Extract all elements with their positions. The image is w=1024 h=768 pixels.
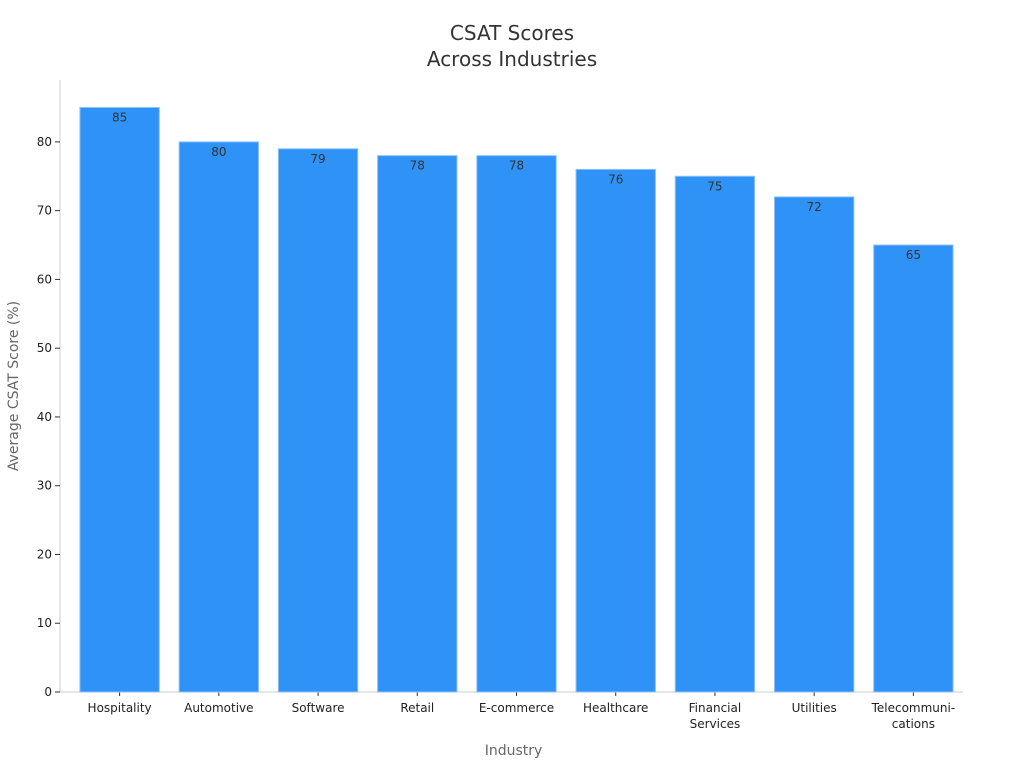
x-tick-label: Telecommuni-cations [871,701,956,731]
x-tick-label: E-commerce [479,701,554,715]
y-tick-label: 80 [37,135,52,149]
bar [773,196,855,693]
bar [873,244,954,693]
y-tick-label: 70 [37,204,52,218]
data-label: 72 [807,200,822,214]
bar [277,148,359,693]
bars [79,107,954,693]
x-tick-label: Financial Services [689,701,742,731]
bar [377,155,458,693]
x-tick-label: Healthcare [583,701,648,715]
y-tick-label: 30 [37,479,52,493]
x-tick-label: Automotive [184,701,253,715]
chart-title: CSAT Scores Across Industries [0,20,1024,72]
data-label: 79 [310,152,325,166]
data-label: 78 [509,159,524,173]
x-axis [60,691,963,696]
category-labels: Hospitality Automotive Software Retail E-com… [88,701,956,731]
x-tick-label: Utilities [792,701,837,715]
data-labels: 85 80 79 78 78 76 75 72 65 [112,111,921,263]
x-tick-label: Retail [400,701,434,715]
data-label: 76 [608,172,623,186]
y-tick-label: 60 [37,272,52,286]
bar [79,107,160,693]
y-axis: 0 10 20 30 40 50 60 70 80 [37,80,61,699]
bar [178,141,260,693]
data-label: 75 [707,179,722,193]
x-tick-label: Software [292,701,345,715]
y-tick-label: 10 [37,616,52,630]
y-tick-label: 50 [37,341,52,355]
chart-title-line-2: Across Industries [426,47,598,71]
x-axis-title: Industry [485,743,543,759]
x-tick-label: Hospitality [88,701,152,715]
data-label: 80 [211,145,226,159]
y-tick-label: 40 [37,410,52,424]
y-axis-title: Average CSAT Score (%) [6,301,22,471]
data-label: 78 [410,159,425,173]
bar [575,168,656,693]
y-tick-label: 0 [44,685,52,699]
data-label: 65 [906,248,921,262]
bar [674,175,756,693]
bar [476,155,557,693]
y-tick-label: 20 [37,547,52,561]
chart-title-line-1: CSAT Scores [449,21,575,45]
data-label: 85 [112,111,127,125]
